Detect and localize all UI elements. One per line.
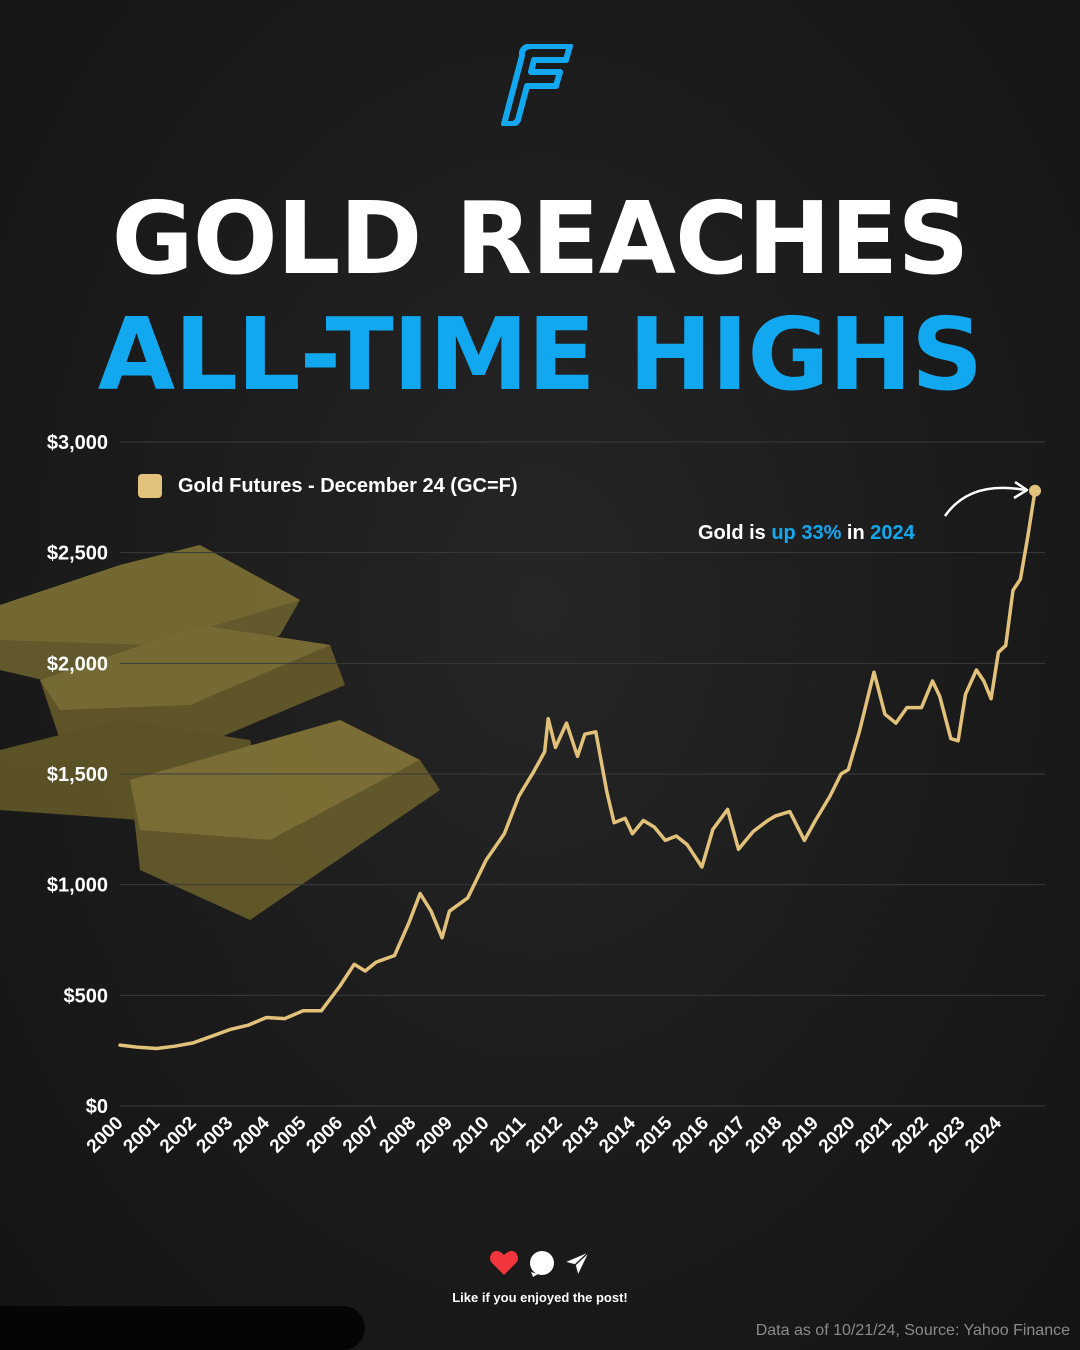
grid-lines xyxy=(120,441,1045,1107)
y-tick-label: $500 xyxy=(64,985,109,1007)
x-tick-label: 2021 xyxy=(851,1112,896,1157)
like-prompt: Like if you enjoyed the post! xyxy=(452,1290,628,1305)
legend-swatch xyxy=(138,474,162,498)
y-tick-label: $3,000 xyxy=(47,432,108,454)
x-tick-label: 2001 xyxy=(119,1112,164,1157)
x-tick-label: 2018 xyxy=(742,1113,787,1158)
comment-icon xyxy=(530,1251,554,1277)
y-tick-label: $1,500 xyxy=(47,764,108,786)
x-tick-label: 2009 xyxy=(412,1113,457,1158)
x-tick-label: 2015 xyxy=(632,1112,677,1157)
source-note: Data as of 10/21/24, Source: Yahoo Finan… xyxy=(755,1322,1070,1339)
x-tick-label: 2022 xyxy=(888,1113,933,1158)
social-icons xyxy=(490,1249,592,1278)
x-tick-label: 2013 xyxy=(559,1113,604,1158)
y-tick-label: $0 xyxy=(86,1096,108,1118)
series-endpoint xyxy=(1029,484,1041,497)
heart-icon xyxy=(490,1250,518,1275)
x-tick-label: 2004 xyxy=(229,1112,274,1157)
x-tick-label: 2010 xyxy=(449,1113,494,1158)
x-tick-label: 2000 xyxy=(83,1113,128,1158)
x-tick-label: 2020 xyxy=(815,1113,860,1158)
series-line-gold-futures xyxy=(118,488,1037,1051)
x-tick-label: 2008 xyxy=(376,1113,421,1158)
gold-bars-image xyxy=(0,545,440,920)
legend: Gold Futures - December 24 (GC=F) xyxy=(138,474,518,498)
x-tick-label: 2019 xyxy=(778,1113,823,1158)
logo-f-icon xyxy=(501,44,573,126)
x-tick-label: 2024 xyxy=(961,1112,1006,1157)
x-tick-label: 2023 xyxy=(925,1113,970,1158)
x-tick-label: 2011 xyxy=(486,1112,530,1156)
headline-line1: GOLD REACHES xyxy=(111,180,970,297)
y-axis: $0 $500 $1,000 $1,500 $2,000 $2,500 $3,000 xyxy=(47,432,108,1118)
x-tick-label: 2002 xyxy=(156,1113,201,1158)
x-tick-label: 2003 xyxy=(193,1113,238,1158)
x-tick-label: 2005 xyxy=(266,1112,311,1157)
x-tick-label: 2006 xyxy=(302,1113,347,1158)
x-tick-label: 2007 xyxy=(339,1113,384,1158)
x-tick-label: 2014 xyxy=(595,1112,640,1157)
x-tick-label: 2016 xyxy=(668,1113,713,1158)
annotation-arrow xyxy=(943,486,1026,517)
x-axis: 2000200120022003200420052006200720082009… xyxy=(83,1112,1006,1157)
x-tick-label: 2012 xyxy=(522,1113,567,1158)
y-tick-label: $2,500 xyxy=(47,543,108,565)
gold-price-chart: $0 $500 $1,000 $1,500 $2,000 $2,500 $3,000 200… xyxy=(0,432,1045,1157)
share-icon xyxy=(561,1249,592,1278)
y-tick-label: $2,000 xyxy=(47,653,108,675)
series-group xyxy=(118,484,1041,1051)
annotation-text: Gold is up 33% in 2024 xyxy=(698,522,916,544)
annotation: Gold is up 33% in 2024 xyxy=(698,480,1029,544)
legend-label: Gold Futures - December 24 (GC=F) xyxy=(178,475,518,497)
y-tick-label: $1,000 xyxy=(47,875,108,897)
x-tick-label: 2017 xyxy=(705,1113,750,1158)
redacted-area xyxy=(0,1306,365,1350)
headline-line2: ALL-TIME HIGHS xyxy=(97,296,983,413)
